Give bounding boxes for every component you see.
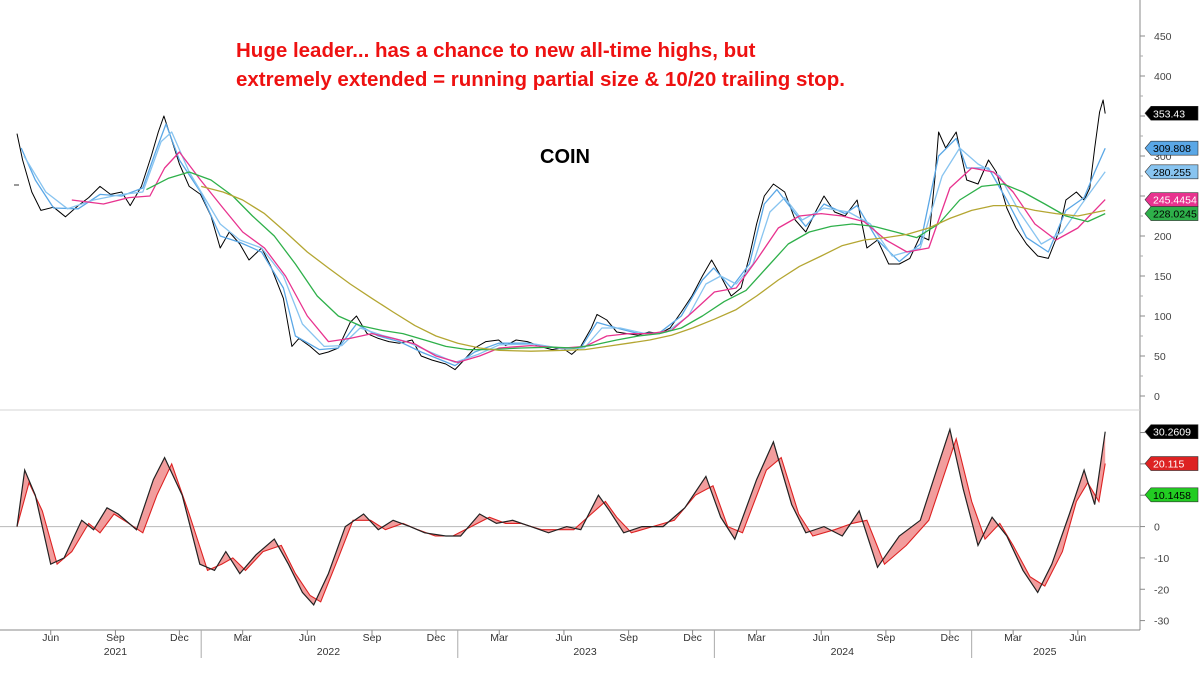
oscillator-panel: [16, 427, 1106, 606]
price-axis-tick-label: 400: [1154, 71, 1172, 83]
year-label: 2023: [573, 646, 597, 658]
price-value-tag-text: 245.4454: [1153, 195, 1197, 207]
oscillator-axis-tick-label: 0: [1154, 522, 1160, 534]
month-tick-label: Mar: [1004, 632, 1023, 644]
month-tick-label: Jun: [299, 632, 316, 644]
price-value-tag-text: 353.43: [1153, 108, 1185, 120]
month-tick-label: Jun: [555, 632, 572, 644]
price-value-tag-text: 280.255: [1153, 167, 1191, 179]
price-axis-tick-label: 50: [1154, 351, 1166, 363]
oscillator-fast-line: [16, 427, 1106, 606]
price-axis-tick-label: 0: [1154, 391, 1160, 403]
oscillator-spread-fill: [17, 429, 1106, 605]
year-label: 2022: [317, 646, 341, 658]
month-tick-label: Mar: [234, 632, 253, 644]
oscillator-value-tag-text: 20.115: [1153, 459, 1184, 471]
month-tick-label: Jun: [42, 632, 59, 644]
annotation-line-1: Huge leader... has a chance to new all-t…: [236, 39, 756, 62]
oscillator-value-tag: [1144, 456, 1199, 471]
year-label: 2024: [831, 646, 855, 658]
oscillator-axis-tick-label: -10: [1154, 553, 1169, 565]
moving-average-line-2: [23, 131, 1106, 364]
oscillator-value-tag: [1144, 487, 1199, 503]
year-label: 2025: [1033, 646, 1057, 658]
moving-average-line-4: [146, 171, 1106, 351]
annotation-line-2: extremely extended = running partial siz…: [236, 68, 845, 91]
price-value-tag: [1144, 206, 1199, 221]
oscillator-slow-line: [16, 436, 1106, 603]
price-value-tag: [1144, 164, 1199, 180]
price-axis-tick-label: 200: [1154, 231, 1172, 243]
price-panel: [16, 99, 1106, 371]
year-label: 2021: [104, 646, 128, 658]
oscillator-value-tag-text: 10.1458: [1153, 490, 1191, 502]
month-tick-label: Jun: [813, 632, 830, 644]
price-value-tag-text: 309.808: [1153, 143, 1191, 155]
month-tick-label: Sep: [619, 632, 638, 644]
oscillator-value-tag-text: 30.2609: [1153, 427, 1191, 439]
moving-average-line-5: [201, 185, 1106, 352]
month-tick-label: Sep: [363, 632, 382, 644]
oscillator-value-tag: [1144, 424, 1199, 440]
moving-average-line-1: [20, 123, 1106, 367]
month-tick-label: Dec: [941, 632, 960, 644]
price-line: [16, 99, 1106, 371]
price-value-tag: [1144, 192, 1199, 207]
price-value-tag: [1144, 140, 1199, 156]
chart-annotation: Huge leader... has a chance to new all-t…: [236, 36, 996, 94]
chart-frame: [0, 0, 1141, 631]
month-tick-label: Dec: [170, 632, 189, 644]
price-axis-tick-label: 450: [1154, 31, 1172, 43]
oscillator-axis-tick-label: -30: [1154, 616, 1169, 628]
time-axis: Jun Sep Dec Mar Jun Sep Dec Mar Jun Sep Dec Mar Jun S…: [42, 630, 1086, 658]
value-axis: 050100150200250300350400450-30-20-100102…: [1140, 31, 1199, 628]
month-tick-label: Mar: [490, 632, 509, 644]
month-tick-label: Jun: [1069, 632, 1086, 644]
oscillator-axis-tick-label: -20: [1154, 584, 1169, 596]
price-axis-tick-label: 100: [1154, 311, 1172, 323]
price-value-tag-text: 228.0245: [1153, 209, 1197, 221]
month-tick-label: Sep: [877, 632, 896, 644]
month-tick-label: Dec: [683, 632, 702, 644]
price-axis-tick-label: 150: [1154, 271, 1172, 283]
month-tick-label: Dec: [427, 632, 446, 644]
month-tick-label: Sep: [106, 632, 125, 644]
moving-average-line-3: [71, 151, 1106, 364]
ticker-label: COIN: [540, 146, 590, 168]
price-value-tag: [1144, 105, 1199, 121]
month-tick-label: Mar: [748, 632, 767, 644]
